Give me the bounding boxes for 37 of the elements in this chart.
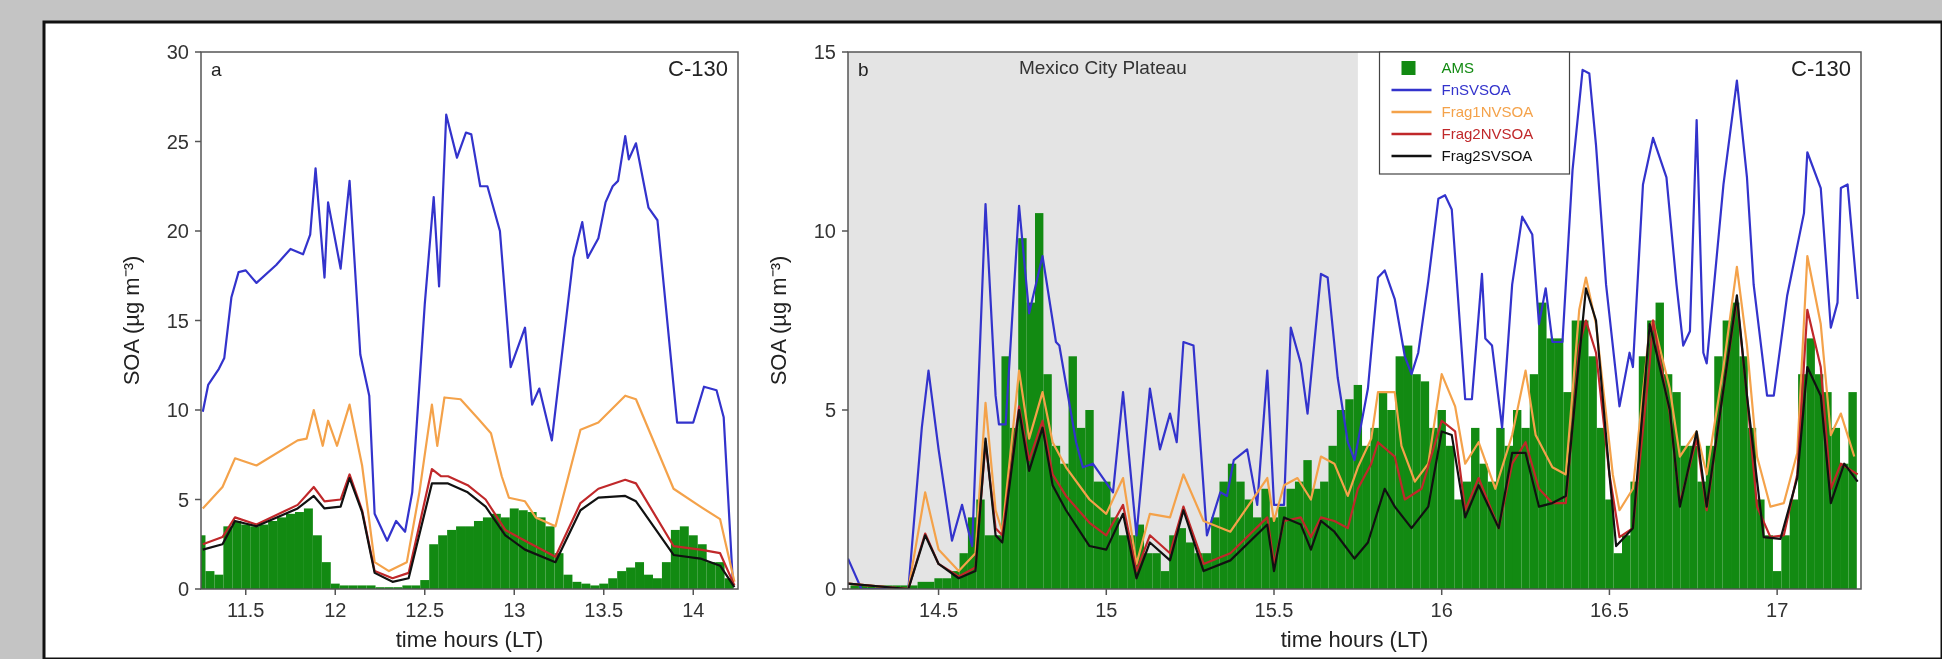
y-tick-label: 20 xyxy=(166,220,189,242)
x-tick-label: 12.5 xyxy=(405,599,445,621)
annotation: b xyxy=(858,59,869,80)
x-tick-label: 16.5 xyxy=(1589,599,1629,621)
x-tick-label: 11.5 xyxy=(227,599,265,621)
x-tick-label: 14.5 xyxy=(919,599,959,621)
y-tick-label: 15 xyxy=(166,309,189,332)
band-label: Mexico City Plateau xyxy=(1018,57,1187,78)
x-tick-label: 14 xyxy=(682,599,705,621)
x-tick-label: 13.5 xyxy=(584,599,624,621)
y-tick-label: 10 xyxy=(813,220,836,242)
y-tick-label: 0 xyxy=(177,578,189,600)
y-tick-label: 5 xyxy=(177,488,189,511)
y-axis-title: SOA (µg m⁻³) xyxy=(766,255,791,386)
annotation: a xyxy=(211,59,222,80)
annotation: C-130 xyxy=(668,56,728,81)
x-tick-label: 13 xyxy=(503,599,526,621)
x-tick-label: 12 xyxy=(324,599,347,621)
y-tick-label: 15 xyxy=(813,41,836,63)
x-tick-label: 15 xyxy=(1095,599,1118,621)
legend-label: Frag2SVSOA xyxy=(1441,147,1533,164)
legend-label: AMS xyxy=(1441,59,1475,76)
legend-label: Frag2NVSOA xyxy=(1441,125,1534,142)
legend-label: FnSVSOA xyxy=(1441,81,1511,98)
x-axis-title: time hours (LT) xyxy=(395,627,544,652)
x-axis-title: time hours (LT) xyxy=(1280,627,1429,652)
legend-label: Frag1NVSOA xyxy=(1441,103,1534,120)
x-tick-label: 17 xyxy=(1766,599,1789,621)
y-tick-label: 25 xyxy=(166,130,189,153)
y-tick-label: 10 xyxy=(166,399,189,421)
y-tick-label: 0 xyxy=(824,578,836,600)
x-tick-label: 16 xyxy=(1430,599,1453,621)
y-axis-title: SOA (µg m⁻³) xyxy=(119,255,144,386)
x-tick-label: 15.5 xyxy=(1254,599,1294,621)
annotation: C-130 xyxy=(1791,56,1851,81)
y-tick-label: 30 xyxy=(166,41,189,63)
y-tick-label: 5 xyxy=(824,399,836,421)
